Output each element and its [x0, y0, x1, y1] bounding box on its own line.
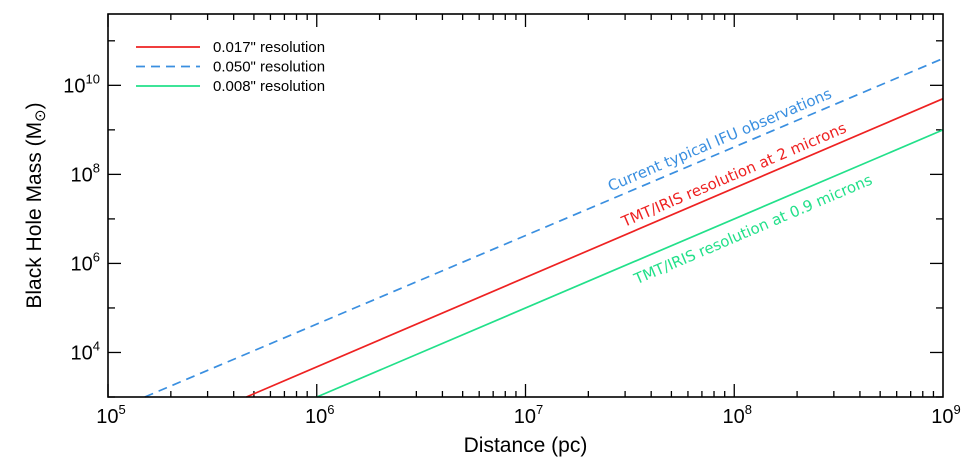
- x-tick-label: 109: [931, 402, 960, 428]
- legend-label: 0.050" resolution: [213, 59, 325, 76]
- series-line-1: [246, 97, 944, 398]
- legend-label: 0.008" resolution: [213, 78, 325, 95]
- y-axis-title: Black Hole Mass (M⊙): [23, 102, 49, 308]
- axis-ticks: [107, 14, 943, 398]
- y-axis-title-unit: ⊙: [32, 109, 49, 122]
- y-tick-label: 108: [71, 160, 100, 186]
- x-tick-label: 105: [96, 402, 125, 428]
- x-axis-title: Distance (pc): [464, 434, 588, 457]
- y-tick-labels: 104 106 108 1010: [63, 71, 100, 364]
- x-tick-label: 108: [723, 402, 752, 428]
- y-tick-label: 1010: [63, 71, 100, 97]
- y-tick-label: 104: [71, 338, 100, 364]
- y-axis-title-close: ): [23, 102, 46, 109]
- y-axis-title-main: Black Hole Mass (M: [23, 122, 46, 309]
- series-line-3: [316, 129, 944, 398]
- x-tick-labels: 105 106 107 108 109: [96, 402, 960, 428]
- series-lines: [144, 57, 944, 398]
- legend: 0.017" resolution 0.050" resolution 0.008"…: [136, 39, 325, 95]
- plot-frame: [107, 13, 944, 398]
- series-annotation-3: TMT/IRIS resolution at 0.9 microns: [631, 171, 875, 289]
- legend-label: 0.017" resolution: [213, 39, 325, 56]
- x-tick-label: 106: [305, 402, 334, 428]
- y-tick-label: 106: [71, 249, 100, 275]
- x-tick-label: 107: [514, 402, 543, 428]
- series-line-2: [144, 57, 944, 398]
